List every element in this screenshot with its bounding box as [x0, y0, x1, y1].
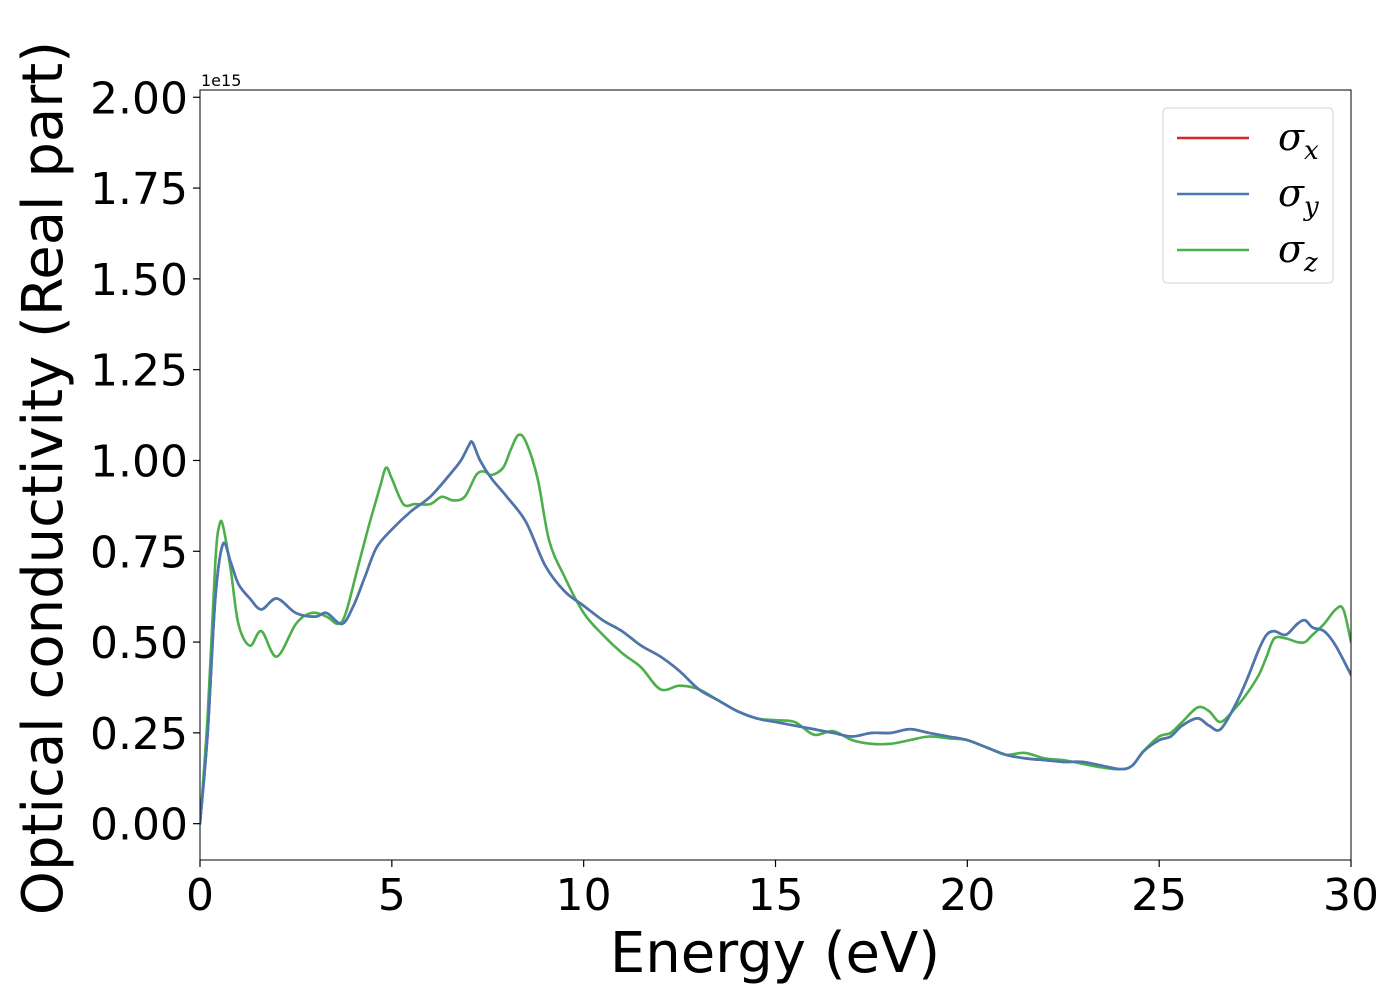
- y-tick-label: 0.25: [90, 709, 188, 760]
- legend-label-z: σz: [1278, 227, 1318, 278]
- x-tick-label: 15: [748, 870, 804, 921]
- y-axis-label: Optical conductivity (Real part): [11, 41, 76, 915]
- x-tick-label: 20: [939, 870, 995, 921]
- y-offset-text: 1e15: [201, 71, 241, 90]
- legend-label-x: σx: [1278, 115, 1319, 166]
- y-tick-label: 1.75: [90, 164, 188, 215]
- x-axis-label: Energy (eV): [610, 921, 940, 986]
- y-tick-label: 2.00: [90, 73, 188, 124]
- series-layer: [200, 433, 1351, 825]
- legend-label-y: σy: [1278, 171, 1319, 222]
- y-tick-label: 0.50: [90, 618, 188, 669]
- x-tick-label: 0: [186, 870, 214, 921]
- legend-box: [1162, 107, 1334, 284]
- x-tick-label: 25: [1131, 870, 1187, 921]
- y-tick-label: 1.00: [90, 436, 188, 487]
- x-tick-label: 30: [1323, 870, 1379, 921]
- x-tick-label: 5: [378, 870, 406, 921]
- y-axis-ticks: 0.00 0.25 0.50 0.75 1.00 1.25 1.50 1.75 2.00: [90, 73, 200, 851]
- y-tick-label: 1.50: [90, 255, 188, 306]
- series-line-y: [200, 440, 1351, 825]
- y-tick-label: 1.25: [90, 346, 188, 397]
- y-tick-label: 0.75: [90, 527, 188, 578]
- x-axis-ticks: 0 5 10 15 20 25 30: [186, 860, 1379, 921]
- y-tick-label: 0.00: [90, 800, 188, 851]
- x-tick-label: 10: [556, 870, 612, 921]
